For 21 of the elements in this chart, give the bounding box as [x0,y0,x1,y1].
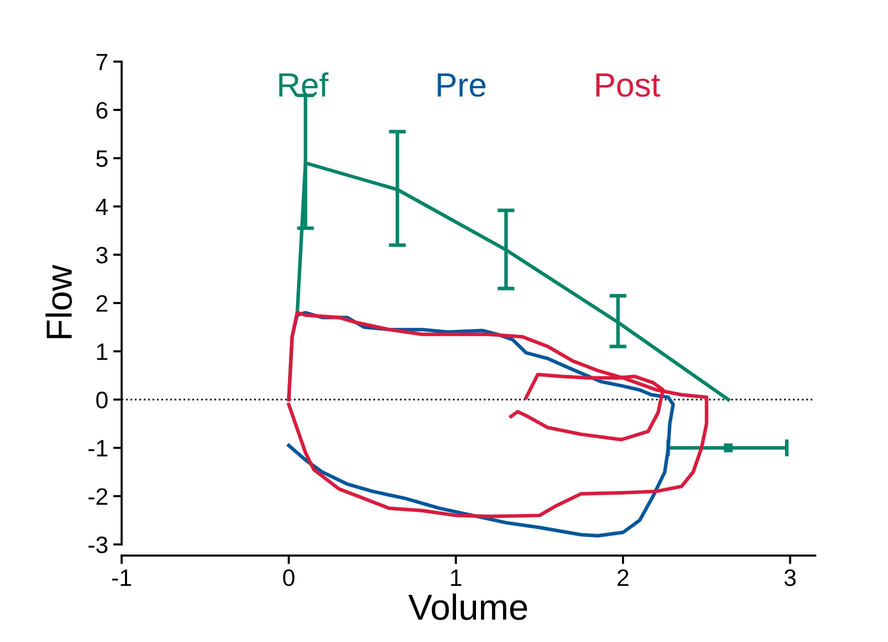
x-tick-label: 3 [784,569,796,586]
y-tick-label: -1 [88,440,108,456]
x-tick-label: -1 [112,570,131,586]
y-tick-label: 5 [96,150,108,167]
y-tick-label: 0 [96,392,108,408]
x-tick-label: 1 [451,570,462,586]
y-tick-label: 4 [96,198,108,216]
text: Pre [438,74,486,97]
y-axis-title: Flow [45,264,72,338]
x-tick-label: 0 [283,569,294,586]
y-tick-label: 1 [97,344,108,360]
y-tick-label: 2 [96,295,108,312]
text: Ref [279,72,328,97]
y-tick-label: 6 [96,102,108,119]
x-tick-label: 2 [618,569,628,586]
y-tick-label: 3 [96,246,108,264]
x-axis-title: Volume [408,594,528,620]
y-tick-label: -2 [88,488,108,505]
y-tick-label: -3 [88,536,108,554]
y-tick-label: 7 [96,54,108,70]
text: Post [596,74,660,97]
